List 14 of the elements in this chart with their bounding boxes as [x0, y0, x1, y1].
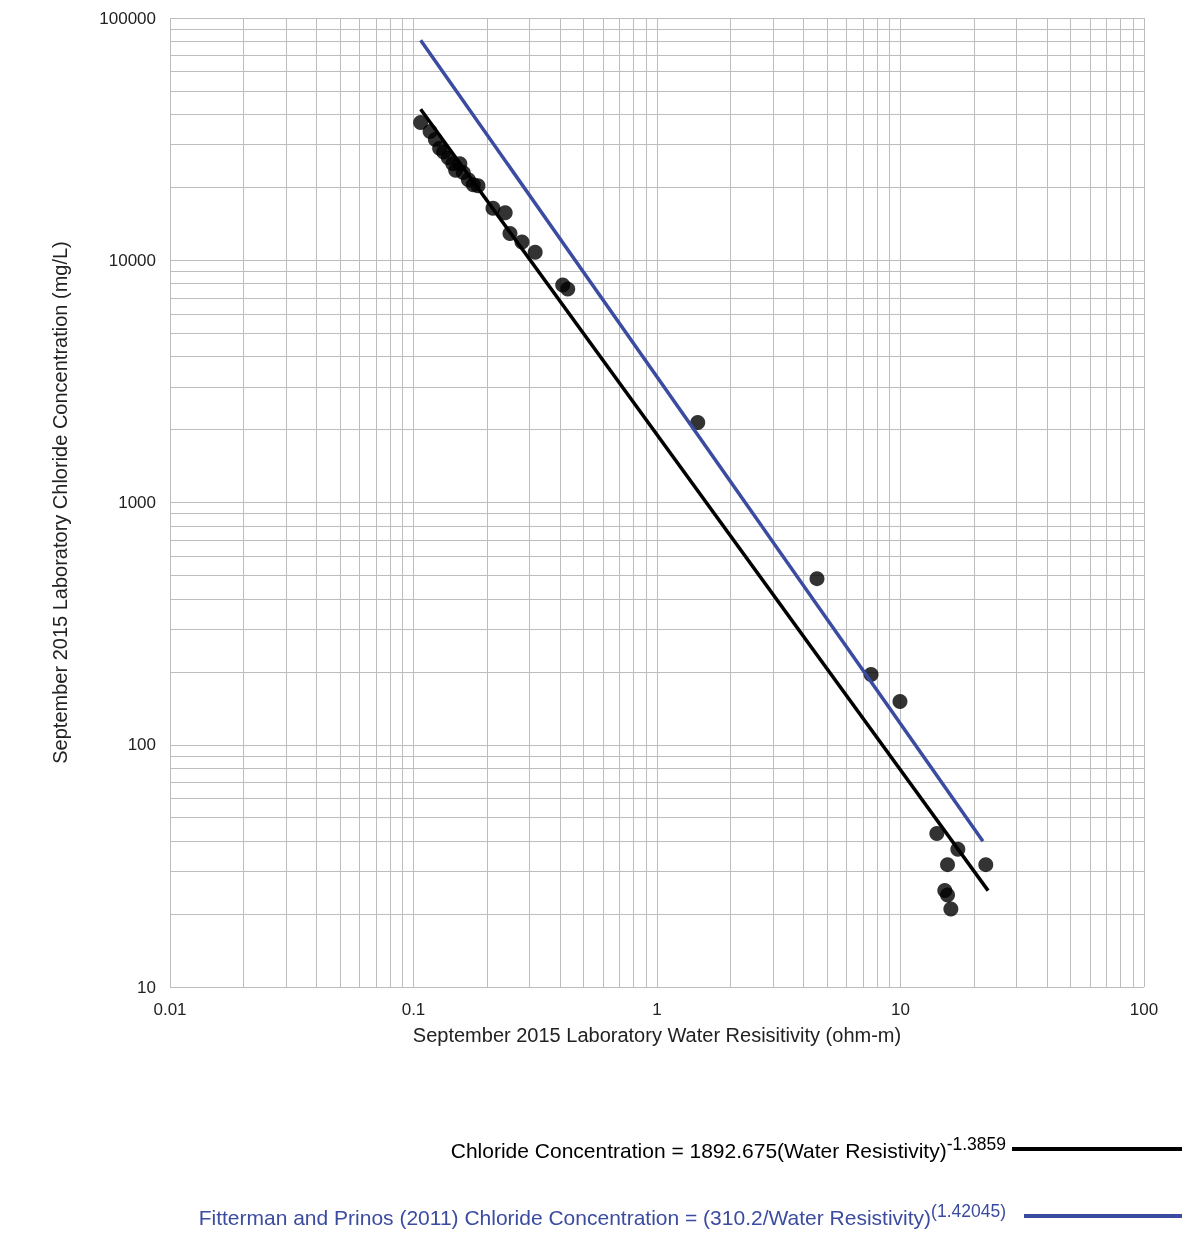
y-tick-label: 1000	[118, 493, 156, 512]
text: Fitterman and Prinos (2011) Chloride Concentration = (310.2/Water Resistivity)$^{(1.42045)}$	[198, 1201, 1006, 1230]
y-axis-title: September 2015 Laboratory Chloride Concentration (mg/L)	[49, 241, 71, 764]
y-tick-label: 10	[137, 977, 156, 997]
x-tick-label: 0.1	[401, 1000, 426, 1019]
x-tick-label: 1	[652, 1000, 662, 1019]
y-tick-label: 100	[127, 735, 156, 755]
y-tick-label: 10000	[108, 250, 156, 270]
x-axis-title: September 2015 Laboratory Water Resisitivity (ohm-m)	[412, 1024, 902, 1046]
x-tick-label: 10	[891, 1000, 910, 1019]
y-tick-label: 100000	[99, 8, 156, 28]
x-tick-label: 0.01	[153, 1000, 187, 1019]
x-tick-label: 100	[1129, 1000, 1159, 1019]
text: Chloride Concentration = 1892.675(Water Resistivity)$^{-1.3859}$	[450, 1134, 1006, 1163]
